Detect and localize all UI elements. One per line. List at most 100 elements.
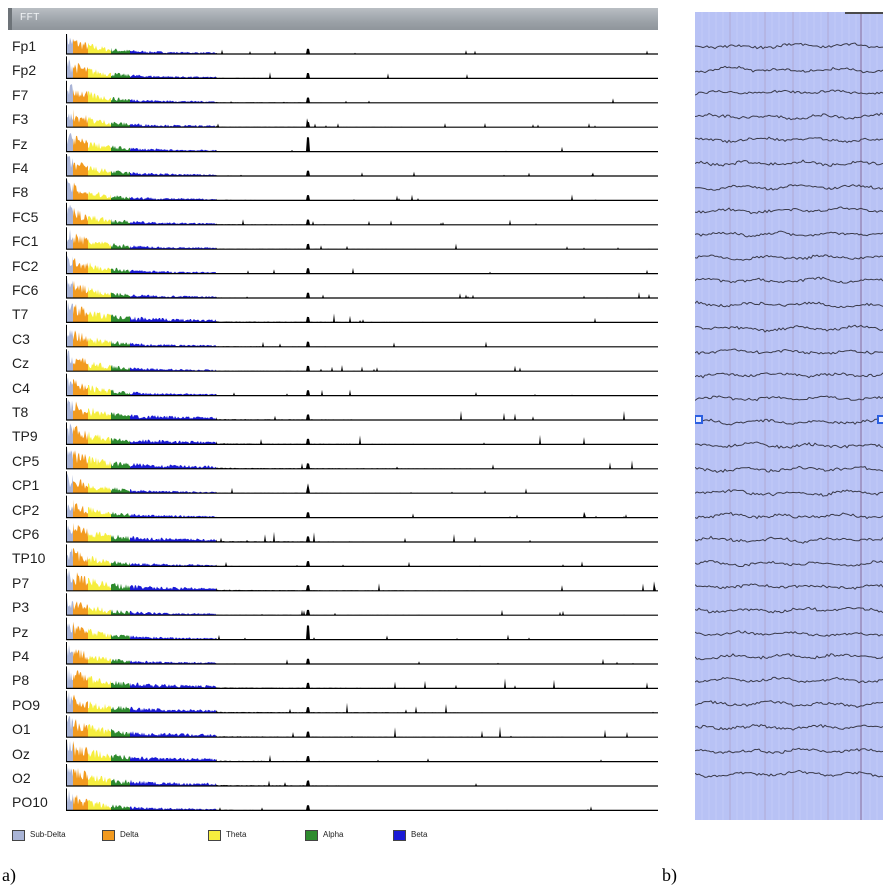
spectrum-p3-alpha [111,609,130,616]
spectrum-o2-sub-delta [66,765,73,786]
channel-label-po10: PO10 [12,794,48,811]
spectrum-f4-delta [73,162,88,176]
spectrum-fp2-alpha [111,72,130,79]
spectrum-fc6-delta [73,280,88,298]
spectrum-po9-gamma [216,702,658,713]
spectrum-tp10-alpha [111,560,130,567]
spectrum-cz-delta [73,357,88,372]
channel-label-oz: Oz [12,745,30,762]
spectrum-o1-alpha [111,728,130,738]
spectrum-o2-gamma [216,780,658,786]
fft-row-cp1 [66,471,658,494]
spectrum-tp10-sub-delta [66,548,73,567]
channel-label-fc2: FC2 [12,257,39,274]
fft-row-fc5 [66,202,658,226]
spectrum-tp10-delta [73,547,88,567]
spectrum-fz-alpha [111,145,130,152]
fft-row-fc1 [66,227,658,250]
spectrum-c3-sub-delta [66,329,73,347]
spectrum-cz-alpha [111,364,130,372]
spectrum-cp6-sub-delta [66,525,73,542]
spectrum-f7-theta [88,91,111,103]
channel-label-t8: T8 [12,404,29,420]
spectrum-c3-delta [73,330,88,347]
spectrum-fc2-gamma [216,267,658,274]
spectrum-cp1-sub-delta [66,472,73,494]
eeg-trace-po9 [695,676,883,684]
legend-swatch-beta [393,830,406,841]
legend-label-theta: Theta [226,830,247,839]
channel-label-cp6: CP6 [12,526,40,542]
eeg-trace-cp2 [695,488,883,497]
fft-row-t8 [66,398,658,421]
spectrum-tp9-sub-delta [66,423,73,445]
channel-label-pz: Pz [12,623,29,640]
spectrum-cp2-delta [73,499,88,518]
spectrum-fp1-theta [88,42,111,54]
spectrum-t8-delta [73,401,88,420]
fft-row-o1 [66,715,658,738]
eeg-traces [695,12,883,820]
spectrum-po10-beta [130,806,216,811]
spectrum-fp2-delta [73,62,88,79]
spectrum-p4-alpha [111,658,130,664]
channel-label-fc6: FC6 [12,282,39,298]
fft-row-fc6 [66,276,658,299]
spectrum-f7-delta [73,89,88,103]
eeg-trace-fc6 [695,276,883,284]
spectrum-fz-sub-delta [66,130,73,152]
fft-row-po10 [66,788,658,812]
fft-window-titlebar[interactable]: FFT [8,8,658,30]
spectrum-fz-theta [88,141,111,152]
spectrum-tp9-theta [88,431,111,445]
spectrum-f7-sub-delta [66,84,73,103]
spectrum-oz-sub-delta [66,740,73,762]
spectrum-f3-sub-delta [66,106,73,128]
fft-row-c4 [66,373,658,397]
channel-label-p3: P3 [12,599,30,616]
spectrum-cp1-gamma [216,483,658,494]
spectrum-f8-beta [130,196,216,201]
spectrum-fc2-beta [130,269,216,274]
eeg-trace-fc2 [695,254,883,261]
spectrum-o2-delta [73,768,88,786]
channel-label-cp5: CP5 [12,452,40,469]
eeg-trace-fp1 [695,42,883,50]
spectrum-o2-alpha [111,778,130,786]
legend-swatch-alpha [305,830,318,841]
channel-label-f3: F3 [12,111,29,128]
spectrum-tp9-delta [73,425,88,445]
spectrum-p8-alpha [111,680,130,689]
spectrum-cp2-alpha [111,511,130,518]
spectrum-po9-sub-delta [66,691,73,713]
spectrum-cp6-theta [88,531,111,542]
legend-swatch-sub-delta [12,830,25,841]
spectrum-f3-delta [73,109,88,128]
spectrum-f4-sub-delta [66,155,73,176]
eeg-trace-f4 [695,159,883,167]
spectrum-fc5-theta [88,215,111,225]
spectrum-cp5-alpha [111,461,130,469]
eeg-trace-panel [695,12,883,820]
fft-row-oz [66,739,658,763]
spectrum-p4-gamma [216,658,658,664]
spectrum-t7-theta [88,311,111,323]
spectrum-fp1-delta [73,38,88,54]
spectrum-t8-theta [88,407,111,420]
spectrum-fp2-theta [88,68,111,79]
spectrum-oz-alpha [111,753,130,762]
spectrum-fc6-beta [130,294,216,298]
spectrum-pz-sub-delta [66,623,73,640]
spectrum-tp10-gamma [216,561,658,567]
channel-label-fz: Fz [12,135,28,152]
frequency-band-legend: Sub-Delta Delta Theta Alpha Beta [8,826,658,846]
legend-label-beta: Beta [411,830,428,839]
spectrum-f8-delta [73,182,88,201]
spectrum-f8-gamma [216,194,658,201]
channel-label-o2: O2 [12,770,31,786]
spectrum-fc1-theta [88,238,111,250]
channel-label-fc1: FC1 [12,233,39,250]
spectrum-f3-alpha [111,121,130,128]
eeg-trace-f3 [695,112,883,121]
spectrum-oz-beta [130,756,216,762]
